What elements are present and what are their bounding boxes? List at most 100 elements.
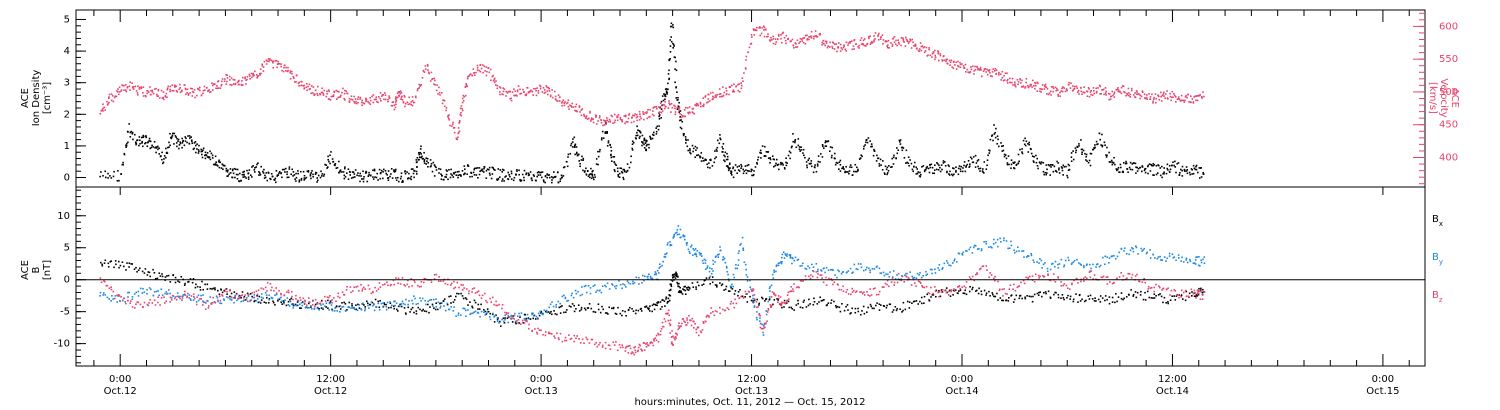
field-point-bx [417,306,419,309]
velocity-point [532,94,534,96]
density-point [1155,165,1158,167]
density-point [708,162,710,164]
density-point [205,154,208,157]
velocity-point [333,90,335,93]
density-point [435,169,438,171]
density-point [560,174,563,177]
field-point-bx [257,301,260,304]
velocity-point [212,89,214,91]
velocity-point [877,39,880,41]
velocity-point [625,121,628,123]
density-point [1192,172,1195,175]
density-point [891,166,893,168]
density-point [753,170,755,172]
density-point [851,174,854,176]
density-point [791,145,793,148]
velocity-point [918,50,921,52]
field-point-bx [611,307,613,310]
velocity-point [955,68,958,70]
field-point-bx [1200,287,1202,290]
field-point-by [727,273,729,276]
velocity-point [448,119,451,121]
density-point [775,162,777,165]
field-point-bx [191,281,194,284]
field-point-by [382,302,384,304]
field-point-by [943,262,946,265]
density-point [488,168,490,171]
field-point-bx [932,294,935,296]
density-point [440,173,442,175]
field-point-bx [478,308,481,310]
density-point [664,98,666,101]
velocity-point [888,47,890,49]
field-point-by [919,272,921,274]
field-point-bx [682,288,684,290]
field-point-bz [193,297,196,300]
velocity-point [671,107,674,109]
field-point-by [1120,247,1123,250]
field-point-bx [457,293,460,295]
field-point-by [594,284,596,286]
density-point [648,146,650,149]
field-point-by [1161,259,1163,261]
velocity-point [306,89,308,91]
field-point-bz [204,308,207,310]
density-point [1136,166,1138,169]
velocity-point [476,69,479,71]
field-point-by [288,305,291,307]
field-point-bx [764,300,766,302]
field-point-by [328,302,331,305]
velocity-point [731,84,733,87]
density-point [306,170,309,173]
field-point-bx [1024,297,1027,300]
density-point [641,144,643,147]
field-point-by [401,300,404,303]
field-point-by [520,312,523,314]
density-point [878,163,881,165]
field-point-by [1132,248,1134,250]
field-point-bx [962,292,965,294]
field-point-bx [344,303,347,305]
density-point [416,161,418,163]
density-point [643,147,646,149]
velocity-point [693,112,696,115]
velocity-point [384,94,387,96]
velocity-point [238,79,240,82]
field-point-by [812,270,814,272]
field-point-by [1146,251,1148,254]
field-point-by [439,305,442,308]
velocity-point [1025,78,1028,80]
density-point [664,95,667,98]
field-point-by [271,297,274,300]
field-point-bx [123,265,125,268]
velocity-point [719,96,721,98]
density-point [724,155,726,158]
density-point [515,174,517,176]
velocity-point [1172,96,1174,98]
density-point [104,170,106,173]
velocity-point [842,46,845,49]
density-point [112,175,115,178]
field-point-bx [866,311,868,313]
density-point [576,151,578,154]
density-point [921,166,923,168]
velocity-point [551,96,554,99]
density-point [585,173,588,175]
velocity-point [546,90,549,92]
density-point [426,157,429,160]
density-point [286,176,289,179]
density-point [810,160,813,162]
field-point-bx [983,289,986,292]
velocity-point [487,67,489,69]
density-point [643,138,646,141]
field-point-by [1039,258,1041,260]
field-point-by [846,271,848,273]
density-point [694,145,697,148]
density-point [740,165,743,168]
field-point-by [367,304,369,307]
velocity-point [516,90,519,93]
density-point [577,154,580,156]
density-point [168,141,170,144]
velocity-point [179,91,182,94]
density-point [263,168,265,171]
